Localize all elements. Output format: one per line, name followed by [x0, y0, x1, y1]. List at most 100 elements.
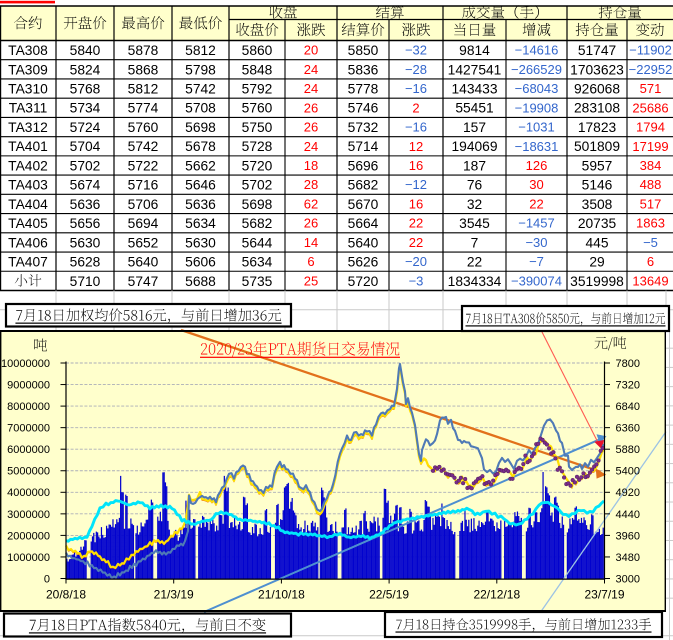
- svg-text:−19908: −19908: [515, 100, 559, 115]
- svg-text:5706: 5706: [128, 197, 159, 212]
- svg-text:−1031: −1031: [518, 120, 555, 135]
- svg-text:5812: 5812: [128, 81, 159, 96]
- svg-text:5734: 5734: [70, 101, 101, 116]
- svg-text:6: 6: [647, 254, 654, 269]
- svg-text:571: 571: [640, 81, 662, 96]
- svg-text:7: 7: [471, 235, 479, 250]
- svg-text:20: 20: [304, 43, 318, 58]
- svg-text:−11902: −11902: [629, 43, 672, 58]
- svg-text:22: 22: [467, 255, 482, 270]
- svg-text:3000: 3000: [616, 573, 640, 585]
- svg-text:−14616: −14616: [515, 43, 559, 58]
- svg-text:−30: −30: [525, 235, 547, 250]
- svg-text:5688: 5688: [185, 274, 216, 289]
- svg-text:283108: 283108: [574, 101, 620, 116]
- svg-text:TA406: TA406: [8, 235, 48, 250]
- svg-text:1834334: 1834334: [448, 274, 502, 289]
- svg-text:TA405: TA405: [8, 216, 48, 231]
- svg-text:TA407: TA407: [8, 255, 48, 270]
- svg-text:28: 28: [304, 177, 318, 192]
- svg-text:26: 26: [304, 100, 318, 115]
- svg-text:29: 29: [589, 255, 605, 270]
- svg-text:1863: 1863: [636, 216, 665, 231]
- svg-text:6360: 6360: [616, 423, 640, 435]
- svg-text:5702: 5702: [70, 158, 101, 173]
- svg-text:5742: 5742: [185, 81, 216, 96]
- svg-text:5662: 5662: [185, 158, 216, 173]
- svg-text:TA310: TA310: [8, 81, 48, 96]
- svg-text:24: 24: [304, 62, 318, 77]
- svg-text:55451: 55451: [455, 101, 493, 116]
- svg-text:5735: 5735: [242, 274, 273, 289]
- svg-text:5698: 5698: [242, 197, 273, 212]
- svg-text:5742: 5742: [128, 139, 159, 154]
- svg-text:−390074: −390074: [511, 273, 562, 288]
- svg-text:5716: 5716: [128, 178, 159, 193]
- svg-text:18: 18: [304, 158, 318, 173]
- svg-text:5682: 5682: [348, 178, 379, 193]
- svg-text:5664: 5664: [348, 216, 379, 231]
- svg-text:−266529: −266529: [511, 62, 562, 77]
- svg-text:5824: 5824: [70, 62, 101, 77]
- svg-text:5704: 5704: [70, 139, 101, 154]
- svg-text:24: 24: [304, 139, 318, 154]
- svg-text:TA309: TA309: [8, 62, 48, 77]
- svg-text:5702: 5702: [242, 178, 273, 193]
- svg-text:−1457: −1457: [518, 216, 555, 231]
- svg-text:5850: 5850: [348, 43, 379, 58]
- svg-text:20735: 20735: [578, 216, 617, 231]
- svg-text:5957: 5957: [582, 158, 613, 173]
- svg-text:5778: 5778: [348, 81, 379, 96]
- svg-text:5812: 5812: [185, 43, 216, 58]
- svg-text:5646: 5646: [185, 178, 216, 193]
- svg-text:TA404: TA404: [8, 197, 48, 212]
- svg-text:5732: 5732: [348, 120, 379, 135]
- svg-text:5798: 5798: [185, 62, 216, 77]
- svg-text:5694: 5694: [128, 216, 159, 231]
- svg-text:5640: 5640: [128, 255, 159, 270]
- svg-text:−20: −20: [405, 254, 427, 269]
- svg-text:5626: 5626: [348, 255, 379, 270]
- svg-text:488: 488: [640, 177, 662, 192]
- svg-text:5840: 5840: [70, 43, 101, 58]
- svg-text:−16: −16: [405, 120, 427, 135]
- svg-text:21/3/19: 21/3/19: [154, 588, 194, 602]
- svg-text:7800: 7800: [616, 358, 640, 370]
- svg-text:4000000: 4000000: [7, 487, 50, 499]
- svg-text:5750: 5750: [242, 120, 273, 135]
- svg-text:23/7/19: 23/7/19: [584, 588, 624, 602]
- svg-text:5636: 5636: [70, 197, 101, 212]
- svg-text:126: 126: [526, 158, 548, 173]
- svg-text:5792: 5792: [242, 81, 273, 96]
- svg-text:−5: −5: [643, 235, 658, 250]
- svg-text:5656: 5656: [70, 216, 101, 231]
- svg-text:5644: 5644: [242, 235, 273, 250]
- svg-text:22: 22: [529, 196, 543, 211]
- svg-text:TA401: TA401: [8, 139, 48, 154]
- svg-text:12: 12: [409, 139, 423, 154]
- svg-text:TA403: TA403: [8, 178, 48, 193]
- svg-text:5760: 5760: [128, 120, 159, 135]
- svg-text:−32: −32: [405, 43, 427, 58]
- svg-text:5722: 5722: [128, 158, 159, 173]
- svg-text:6840: 6840: [616, 401, 640, 413]
- svg-text:187: 187: [463, 158, 486, 173]
- svg-text:5760: 5760: [242, 101, 273, 116]
- svg-text:5710: 5710: [70, 274, 101, 289]
- svg-text:TA402: TA402: [8, 158, 48, 173]
- svg-text:6000000: 6000000: [7, 444, 50, 456]
- svg-text:517: 517: [640, 196, 662, 211]
- svg-text:−16: −16: [405, 81, 427, 96]
- svg-text:194069: 194069: [451, 139, 497, 154]
- svg-text:8000000: 8000000: [7, 401, 50, 413]
- svg-text:9814: 9814: [459, 43, 490, 58]
- svg-text:5628: 5628: [70, 255, 101, 270]
- svg-text:5678: 5678: [185, 139, 216, 154]
- svg-text:25: 25: [304, 273, 318, 288]
- svg-text:5640: 5640: [348, 235, 379, 250]
- svg-text:5674: 5674: [70, 178, 101, 193]
- svg-text:5698: 5698: [185, 120, 216, 135]
- svg-text:TA312: TA312: [8, 120, 48, 135]
- svg-text:TA311: TA311: [9, 101, 48, 116]
- svg-text:143433: 143433: [451, 81, 497, 96]
